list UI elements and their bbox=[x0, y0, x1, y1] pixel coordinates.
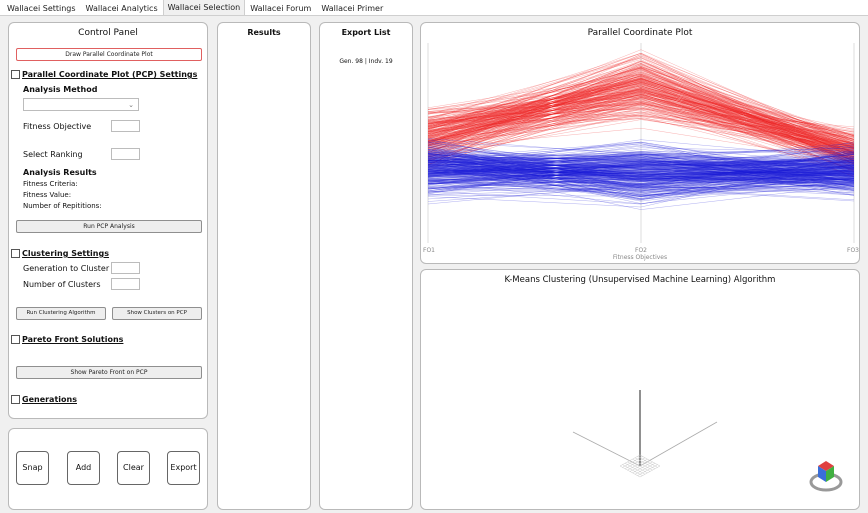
view-cube-icon bbox=[809, 461, 843, 492]
pcp-plot-panel: Parallel Coordinate Plot FO1 FO2 FO3 Fit… bbox=[420, 22, 860, 264]
generation-to-cluster-input[interactable] bbox=[111, 262, 140, 274]
analysis-method-label: Analysis Method bbox=[23, 85, 98, 94]
fitness-objective-label: Fitness Objective bbox=[23, 122, 92, 131]
pcp-settings-checkbox[interactable] bbox=[11, 70, 20, 79]
fitness-criteria-label: Fitness Criteria: bbox=[23, 180, 78, 188]
repetitions-label: Number of Repititions: bbox=[23, 202, 102, 210]
generation-to-cluster-label: Generation to Cluster bbox=[23, 264, 110, 273]
add-button[interactable]: Add bbox=[67, 451, 100, 485]
clear-button[interactable]: Clear bbox=[117, 451, 150, 485]
number-of-clusters-input[interactable] bbox=[111, 278, 140, 290]
analysis-results-label: Analysis Results bbox=[23, 168, 97, 177]
pareto-front-checkbox[interactable] bbox=[11, 335, 20, 344]
tab-wallacei-selection[interactable]: Wallacei Selection bbox=[162, 0, 246, 15]
draw-pcp-button[interactable]: Draw Parallel Coordinate Plot bbox=[16, 48, 202, 61]
tab-wallacei-forum[interactable]: Wallacei Forum bbox=[250, 4, 312, 13]
pcp-lines bbox=[427, 49, 855, 210]
kmeans-axis-y bbox=[639, 421, 718, 467]
number-of-clusters-label: Number of Clusters bbox=[23, 280, 101, 289]
show-clusters-button[interactable]: Show Clusters on PCP bbox=[112, 307, 202, 320]
pareto-front-heading: Pareto Front Solutions bbox=[22, 335, 124, 344]
kmeans-panel: K-Means Clustering (Unsupervised Machine… bbox=[420, 269, 860, 510]
tab-wallacei-analytics[interactable]: Wallacei Analytics bbox=[85, 4, 158, 13]
pcp-axis-label-fo2: FO2 bbox=[635, 247, 647, 254]
tab-bar: Wallacei Settings Wallacei Analytics Wal… bbox=[0, 0, 868, 16]
export-list-item[interactable]: Gen. 98 | Indv. 19 bbox=[339, 58, 393, 65]
action-buttons-panel: Snap Add Clear Export bbox=[8, 428, 208, 510]
kmeans-3d-canvas[interactable] bbox=[421, 270, 859, 509]
tab-wallacei-primer[interactable]: Wallacei Primer bbox=[321, 4, 384, 13]
select-ranking-input[interactable] bbox=[111, 148, 140, 160]
results-panel: Results bbox=[217, 22, 311, 510]
control-panel-title: Control Panel bbox=[78, 28, 138, 38]
clustering-settings-checkbox[interactable] bbox=[11, 249, 20, 258]
fitness-objective-input[interactable] bbox=[111, 120, 140, 132]
snap-button[interactable]: Snap bbox=[16, 451, 49, 485]
tab-wallacei-settings[interactable]: Wallacei Settings bbox=[7, 4, 76, 13]
pcp-xlabel: Fitness Objectives bbox=[612, 254, 668, 261]
generations-checkbox[interactable] bbox=[11, 395, 20, 404]
run-pcp-analysis-button[interactable]: Run PCP Analysis bbox=[16, 220, 202, 233]
generations-heading: Generations bbox=[22, 395, 77, 404]
export-button[interactable]: Export bbox=[167, 451, 200, 485]
pcp-plot-title: Parallel Coordinate Plot bbox=[587, 28, 693, 38]
pcp-axis-label-fo1: FO1 bbox=[423, 247, 435, 254]
run-clustering-button[interactable]: Run Clustering Algorithm bbox=[16, 307, 106, 320]
kmeans-axis-x bbox=[572, 431, 641, 467]
analysis-method-select[interactable]: ⌄ bbox=[23, 98, 139, 111]
select-ranking-label: Select Ranking bbox=[23, 150, 83, 159]
control-panel: Control Panel Draw Parallel Coordinate P… bbox=[8, 22, 208, 419]
export-list-panel: Export List Gen. 98 | Indv. 19 bbox=[319, 22, 413, 510]
show-pareto-front-button[interactable]: Show Pareto Front on PCP bbox=[16, 366, 202, 379]
chevron-down-icon: ⌄ bbox=[128, 101, 134, 109]
pcp-settings-heading: Parallel Coordinate Plot (PCP) Settings bbox=[22, 70, 198, 79]
export-list-title: Export List bbox=[341, 28, 391, 37]
pcp-axis-label-fo3: FO3 bbox=[847, 247, 859, 254]
pcp-plot-canvas[interactable] bbox=[427, 43, 855, 243]
results-title: Results bbox=[247, 28, 281, 37]
kmeans-grid bbox=[619, 454, 661, 478]
clustering-settings-heading: Clustering Settings bbox=[22, 249, 109, 258]
fitness-value-label: Fitness Value: bbox=[23, 191, 72, 199]
kmeans-title: K-Means Clustering (Unsupervised Machine… bbox=[504, 275, 776, 285]
